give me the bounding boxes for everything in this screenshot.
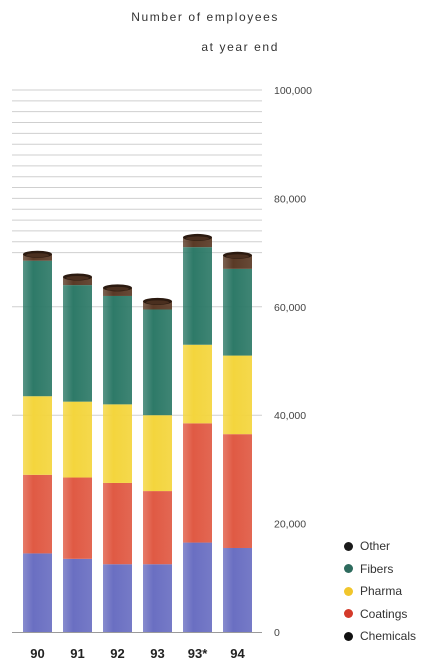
bar-segment-coatings-94 — [223, 434, 252, 548]
bar-segment-pharma-92 — [103, 404, 132, 483]
y-tick-label: 80,000 — [274, 193, 306, 205]
bar-top-cap-inner — [66, 275, 89, 280]
legend-item-coatings: Coatings — [344, 603, 416, 626]
legend-item-other: Other — [344, 535, 416, 558]
bar-segment-fibers-91 — [63, 285, 92, 402]
legend-swatch — [344, 631, 353, 641]
grid-lines — [12, 89, 262, 633]
legend-label: Fibers — [360, 561, 394, 576]
bar-segment-coatings-93star — [183, 423, 212, 543]
bars — [23, 233, 252, 632]
bar-segment-other-91 — [63, 276, 92, 286]
bar-segment-fibers-94 — [223, 268, 252, 356]
bar-segment-coatings-90 — [23, 474, 52, 554]
bar-segment-other-92 — [103, 287, 132, 296]
legend-label: Chemicals — [360, 629, 417, 644]
bar-segment-coatings-92 — [103, 482, 132, 565]
bar-segment-other-93 — [143, 301, 172, 310]
bar-segment-fibers-90 — [23, 260, 52, 397]
legend-swatch — [344, 564, 353, 574]
chart-title-line-2: at year end — [201, 40, 279, 54]
chart-title-line-1: Number of employees — [131, 10, 279, 24]
bar-segment-chemicals-91 — [63, 558, 92, 632]
x-tick-label: 93* — [188, 646, 208, 661]
bar-top-cap-inner — [106, 286, 129, 291]
bar-top-cap-inner — [26, 253, 49, 258]
bar-top-cap-inner — [186, 236, 209, 241]
bar-segment-chemicals-93 — [143, 564, 172, 632]
legend-swatch — [344, 609, 353, 619]
y-tick-labels: 0 20,000 40,000 60,000 80,000 100,000 — [274, 85, 312, 639]
y-tick-label: 60,000 — [274, 302, 306, 314]
legend: Other Fibers Pharma Coatings Chemicals — [344, 535, 416, 648]
legend-swatch — [344, 541, 353, 551]
bar-segment-pharma-93star — [183, 344, 212, 424]
y-tick-label: 100,000 — [274, 85, 312, 97]
bar-segment-other-94 — [223, 255, 252, 269]
bar-segment-fibers-93star — [183, 247, 212, 345]
bar-segment-chemicals-94 — [223, 547, 252, 632]
bar-top-cap-inner — [226, 254, 249, 259]
bar-segment-pharma-93 — [143, 415, 172, 492]
y-tick-label: 20,000 — [274, 519, 306, 531]
bar-segment-chemicals-92 — [103, 564, 132, 632]
bar-segment-pharma-94 — [223, 355, 252, 435]
bar-segment-pharma-91 — [63, 401, 92, 478]
bar-segment-pharma-90 — [23, 396, 52, 475]
legend-item-chemicals: Chemicals — [344, 625, 416, 648]
y-tick-label: 0 — [274, 627, 280, 639]
legend-label: Coatings — [360, 606, 408, 621]
legend-swatch — [344, 586, 353, 596]
x-tick-label: 94 — [230, 646, 245, 661]
x-tick-label: 93 — [150, 646, 164, 661]
legend-label: Pharma — [360, 584, 403, 599]
bar-segment-chemicals-90 — [23, 553, 52, 632]
bar-segment-coatings-91 — [63, 477, 92, 559]
x-tick-label: 92 — [110, 646, 124, 661]
bar-top-cap-inner — [146, 300, 169, 305]
x-tick-labels: 90 91 92 93 93* 94 — [30, 646, 245, 661]
legend-label: Other — [360, 539, 391, 554]
bar-segment-other-93star — [183, 237, 212, 248]
bar-segment-fibers-93 — [143, 309, 172, 416]
x-tick-label: 90 — [30, 646, 44, 661]
bar-segment-coatings-93 — [143, 491, 172, 565]
legend-item-fibers: Fibers — [344, 558, 416, 581]
legend-item-pharma: Pharma — [344, 580, 416, 603]
x-tick-label: 91 — [70, 646, 84, 661]
bar-segment-chemicals-93star — [183, 542, 212, 632]
bar-segment-fibers-92 — [103, 295, 132, 405]
y-tick-label: 40,000 — [274, 410, 306, 422]
